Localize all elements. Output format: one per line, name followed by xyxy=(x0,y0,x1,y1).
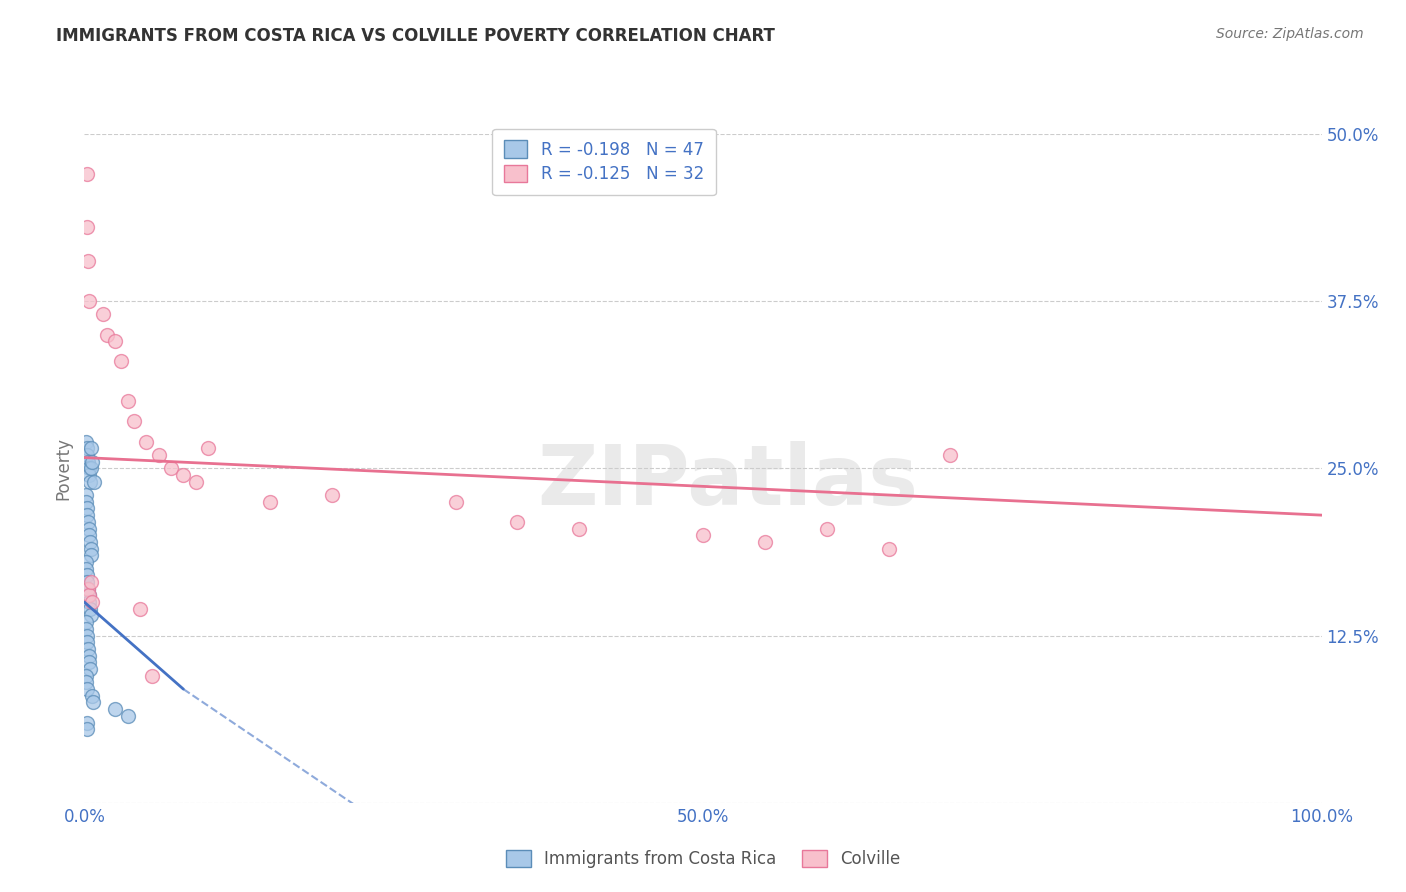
Point xyxy=(75,669,97,683)
Point xyxy=(79,475,101,489)
Text: IMMIGRANTS FROM COSTA RICA VS COLVILLE POVERTY CORRELATION CHART: IMMIGRANTS FROM COSTA RICA VS COLVILLE P… xyxy=(56,27,775,45)
Point xyxy=(444,494,467,508)
Text: Source: ZipAtlas.com: Source: ZipAtlas.com xyxy=(1216,27,1364,41)
Point xyxy=(77,254,100,268)
Point xyxy=(79,608,101,623)
Point xyxy=(117,708,139,723)
Point xyxy=(79,655,101,669)
Point xyxy=(77,582,100,596)
Point xyxy=(141,669,163,683)
Point xyxy=(76,715,98,730)
Y-axis label: Poverty: Poverty xyxy=(55,437,73,500)
Point xyxy=(135,434,157,449)
Point xyxy=(568,521,591,535)
Point xyxy=(82,696,104,710)
Point xyxy=(75,488,97,502)
Point xyxy=(77,521,100,535)
Point xyxy=(75,562,97,576)
Point xyxy=(79,602,101,616)
Point xyxy=(76,508,98,523)
Legend: R = -0.198   N = 47, R = -0.125   N = 32: R = -0.198 N = 47, R = -0.125 N = 32 xyxy=(492,128,716,195)
Point xyxy=(77,515,100,529)
Point xyxy=(76,448,98,462)
Point xyxy=(104,334,127,349)
Text: ZIPatlas: ZIPatlas xyxy=(537,442,918,522)
Point xyxy=(76,628,98,642)
Point xyxy=(939,448,962,462)
Point xyxy=(80,689,103,703)
Point xyxy=(321,488,343,502)
Point xyxy=(79,541,101,556)
Legend: Immigrants from Costa Rica, Colville: Immigrants from Costa Rica, Colville xyxy=(499,843,907,875)
Point xyxy=(75,555,97,569)
Point xyxy=(259,494,281,508)
Point xyxy=(76,568,98,582)
Point xyxy=(75,622,97,636)
Point xyxy=(76,681,98,696)
Point xyxy=(79,662,101,676)
Point xyxy=(80,455,103,469)
Point xyxy=(197,442,219,456)
Point xyxy=(79,468,101,483)
Point xyxy=(160,461,183,475)
Point xyxy=(83,475,105,489)
Point xyxy=(129,602,152,616)
Point xyxy=(148,448,170,462)
Point xyxy=(122,415,145,429)
Point xyxy=(77,461,100,475)
Point xyxy=(77,648,100,663)
Point xyxy=(77,294,100,309)
Point xyxy=(877,541,900,556)
Point xyxy=(172,468,194,483)
Point xyxy=(76,220,98,235)
Point xyxy=(76,723,98,737)
Point xyxy=(75,675,97,690)
Point xyxy=(79,575,101,590)
Point xyxy=(96,327,118,342)
Point xyxy=(76,501,98,516)
Point xyxy=(75,615,97,630)
Point xyxy=(75,434,97,449)
Point xyxy=(80,461,103,475)
Point xyxy=(80,548,103,563)
Point xyxy=(79,595,101,609)
Point xyxy=(80,595,103,609)
Point xyxy=(77,455,100,469)
Point xyxy=(76,442,98,456)
Point xyxy=(77,642,100,657)
Point xyxy=(75,494,97,508)
Point xyxy=(91,307,114,322)
Point xyxy=(77,582,100,596)
Point xyxy=(79,442,101,456)
Point xyxy=(79,589,101,603)
Point xyxy=(506,515,529,529)
Point xyxy=(184,475,207,489)
Point xyxy=(110,354,132,368)
Point xyxy=(117,394,139,409)
Point xyxy=(76,635,98,649)
Point xyxy=(76,167,98,181)
Point xyxy=(815,521,838,535)
Point xyxy=(692,528,714,542)
Point xyxy=(76,575,98,590)
Point xyxy=(77,589,100,603)
Point xyxy=(79,535,101,549)
Point xyxy=(104,702,127,716)
Point xyxy=(754,535,776,549)
Point xyxy=(79,528,101,542)
